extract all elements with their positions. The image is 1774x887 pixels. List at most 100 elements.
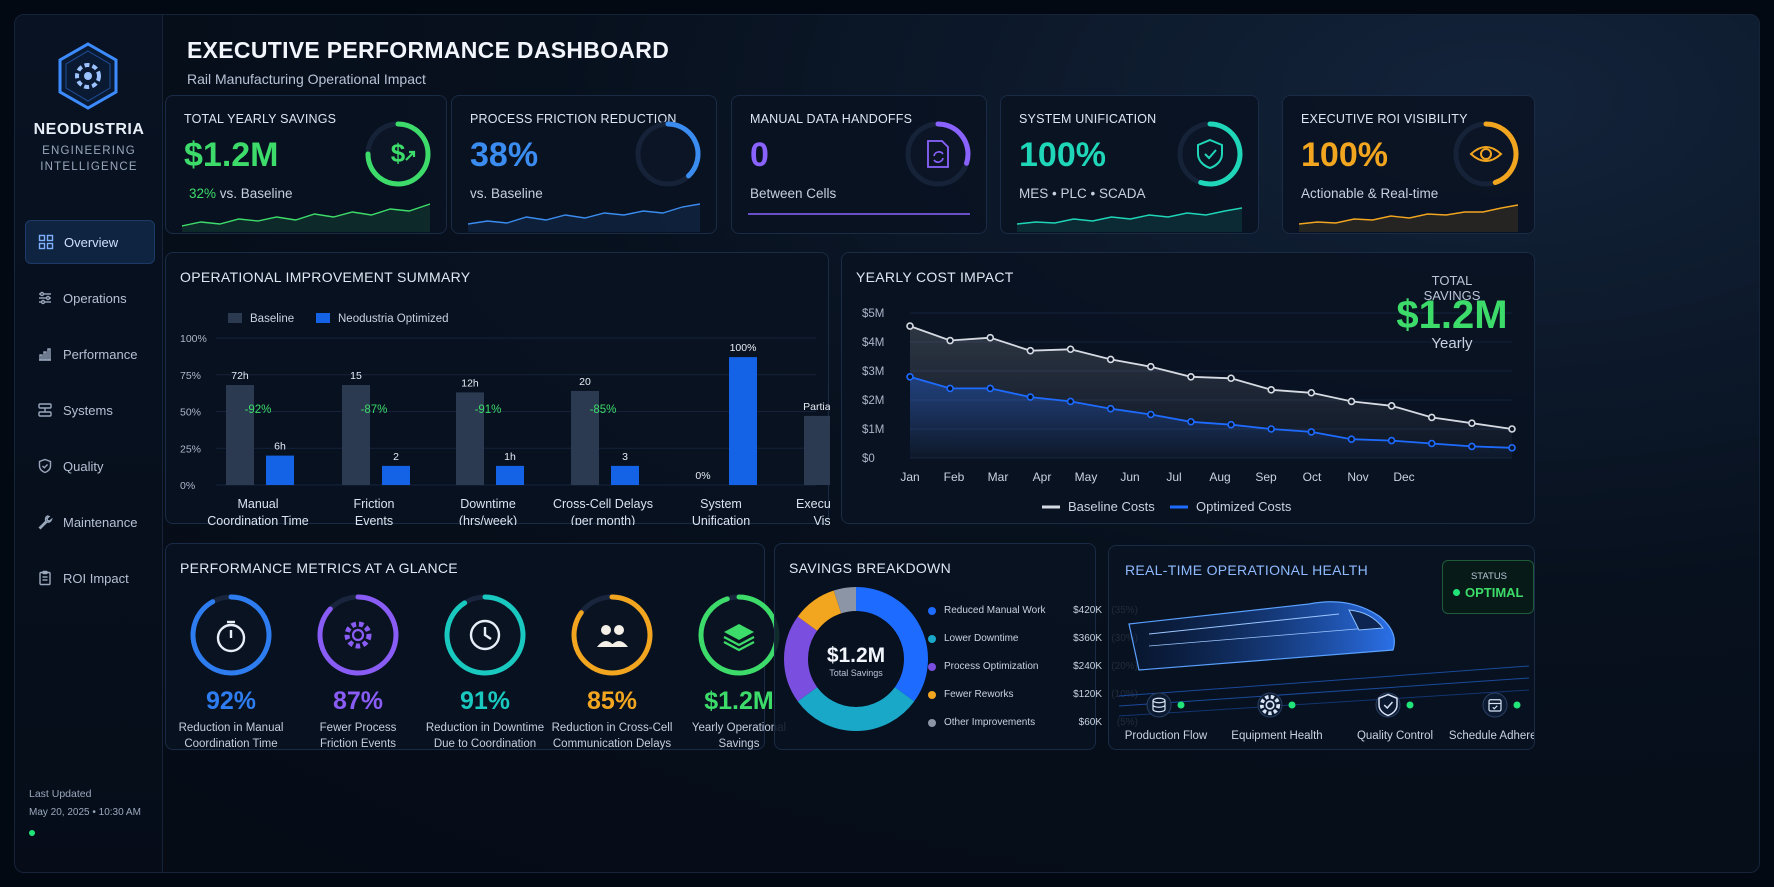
metric-card: 91% Reduction in Downtime Due to Coordinat…	[420, 592, 550, 752]
health-item[interactable]: Quality Control	[1340, 691, 1450, 742]
total-savings-label: TOTAL SAVINGS	[1423, 273, 1481, 303]
clock-icon	[469, 619, 501, 651]
x-tick-label: Dec	[1393, 470, 1414, 484]
kpi-card-total-yearly-savings[interactable]: TOTAL YEARLY SAVINGS $1.2M 32% vs. Baselin…	[165, 95, 447, 234]
kpi-progress-ring	[1453, 121, 1519, 187]
sidebar-item-overview[interactable]: Overview	[25, 220, 155, 264]
people-icon	[597, 625, 628, 647]
savings-breakdown-title: SAVINGS BREAKDOWN	[789, 560, 951, 576]
savings-breakdown-panel: SAVINGS BREAKDOWN $1.2M Total Savings Re…	[774, 543, 1138, 750]
donut-center-label: Total Savings	[829, 668, 883, 678]
watch-face	[216, 623, 246, 653]
eye-icon	[1469, 146, 1503, 162]
health-item[interactable]: Production Flow	[1111, 691, 1221, 742]
kpi-sparkline	[748, 213, 970, 215]
person-bodies	[597, 641, 628, 647]
health-item-label: Production Flow	[1124, 730, 1208, 742]
sidebar-item-roi-impact[interactable]: ROI Impact	[25, 556, 155, 600]
train-illustration	[1118, 601, 1530, 717]
shield-check-icon	[1197, 138, 1223, 170]
series-point	[1106, 355, 1115, 364]
health-ok-dot	[1177, 701, 1185, 709]
brand-sub-1: ENGINEERING	[42, 145, 136, 157]
x-tick-label: Jul	[1166, 470, 1181, 484]
series-point	[1468, 419, 1476, 427]
sidebar-item-quality[interactable]: Quality	[25, 444, 155, 488]
status-value: OPTIMAL	[1465, 585, 1524, 600]
change-label: -87%	[361, 404, 388, 416]
series-point	[1187, 417, 1195, 426]
sidebar-item-systems[interactable]: Systems	[25, 388, 155, 432]
kpi-sparkline	[182, 203, 430, 232]
kpi-card-manual-handoffs[interactable]: MANUAL DATA HANDOFFS 0 Between Cells	[731, 95, 987, 234]
legend-label: Process Optimization	[944, 661, 1039, 672]
series-point	[1508, 444, 1516, 452]
donut-center-value: $1.2M	[826, 644, 886, 667]
metric-ring	[571, 594, 653, 676]
series-line	[909, 325, 1513, 430]
legend-label: Fewer Reworks	[944, 689, 1014, 700]
metric-label-line1: Fewer Process	[319, 722, 397, 734]
y-tick-label: 0%	[180, 480, 195, 492]
spark-line	[182, 203, 430, 227]
metrics-title: PERFORMANCE METRICS AT A GLANCE	[180, 560, 458, 576]
donut-hole	[809, 612, 903, 706]
ring-fill	[317, 594, 399, 676]
cost-chart-title: YEARLY COST IMPACT	[856, 269, 1014, 285]
kpi-card-executive-roi[interactable]: EXECUTIVE ROI VISIBILITY 100% Actionable &…	[1282, 95, 1535, 234]
file-outline	[927, 140, 949, 168]
category-label-line2: Coordination Time	[207, 514, 308, 525]
series-point	[1267, 425, 1276, 433]
total-savings-period: Yearly	[1431, 335, 1473, 352]
icon-bg	[1146, 692, 1172, 718]
metric-label-line2: Communication Delays	[552, 738, 672, 750]
series-point	[906, 373, 914, 381]
ring-fill	[190, 594, 272, 676]
category-label: Executive ROI	[796, 497, 830, 511]
legend-amount: $240K	[1073, 661, 1102, 672]
y-tick-label: $0	[862, 453, 875, 465]
x-tick-label: Sep	[1255, 470, 1277, 484]
y-tick-label: $5M	[862, 308, 884, 320]
bar-baseline	[571, 390, 599, 485]
kpi-label: MANUAL DATA HANDOFFS	[750, 112, 913, 126]
category-label-line2: (hrs/week)	[459, 514, 517, 525]
category-label: Cross-Cell Delays	[553, 497, 653, 511]
page-title: EXECUTIVE PERFORMANCE DASHBOARD	[187, 37, 670, 63]
legend-swatch-baseline	[228, 313, 242, 323]
metric-ring	[444, 594, 526, 676]
health-item-label: Quality Control	[1356, 730, 1434, 742]
bar-baseline-label: Partial	[803, 401, 830, 413]
icon-bg	[1375, 692, 1401, 718]
health-item-label: Schedule Adherence	[1448, 730, 1534, 742]
legend-label: Lower Downtime	[944, 633, 1019, 644]
sidebar-item-performance[interactable]: Performance	[25, 332, 155, 376]
sidebar-item-label: Operations	[63, 290, 127, 306]
sidebar-item-label: Performance	[63, 346, 138, 362]
sidebar-item-operations[interactable]: Operations	[25, 276, 155, 320]
metric-label-line1: Reduction in Downtime	[425, 722, 545, 734]
bar-optimized	[611, 465, 639, 485]
health-item[interactable]: Equipment Health	[1222, 691, 1332, 742]
eye-pupil	[1480, 148, 1492, 160]
series-point	[986, 333, 995, 342]
shield-check-icon-glyph	[1378, 693, 1398, 717]
ops-bar-chart: Baseline Neodustria Optimized 100% 75% 50% 25…	[180, 313, 830, 525]
file-sync-icon	[927, 140, 949, 168]
savings-donut-chart	[784, 587, 928, 731]
series-point	[1187, 373, 1195, 381]
series-point	[986, 384, 995, 393]
stopwatch-icon	[216, 620, 246, 653]
sidebar-item-label: Quality	[63, 458, 104, 474]
health-ok-dot	[1288, 701, 1296, 709]
sidebar-item-maintenance[interactable]: Maintenance	[25, 500, 155, 544]
kpi-card-system-unification[interactable]: SYSTEM UNIFICATION 100% MES • PLC • SCADA	[1000, 95, 1259, 234]
sync-arrows	[933, 151, 944, 163]
ring-fill	[935, 121, 971, 166]
sidebar-item-label: Overview	[64, 234, 119, 250]
kpi-card-process-friction[interactable]: PROCESS FRICTION REDUCTION 38% vs. Baselin…	[451, 95, 717, 234]
legend-label: Other Improvements	[944, 717, 1036, 728]
ring-fill	[571, 594, 653, 676]
health-item[interactable]: Schedule Adherence	[1447, 691, 1534, 742]
calendar-frame	[1488, 699, 1502, 712]
